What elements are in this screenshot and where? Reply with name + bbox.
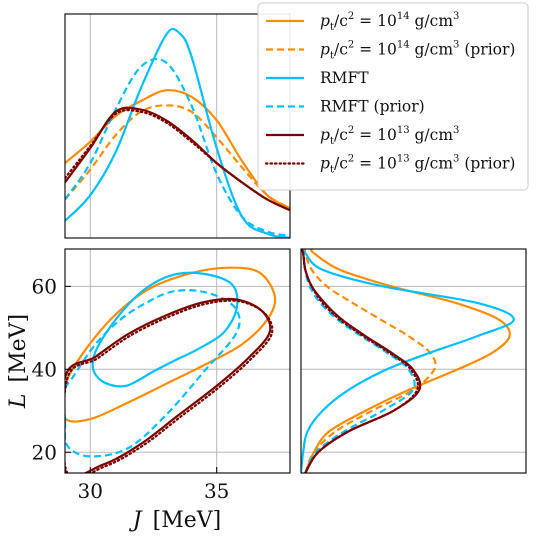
legend-item-rmft_prior: RMFT (prior)	[266, 98, 425, 116]
contour-pt13	[65, 297, 272, 473]
series-right	[301, 249, 515, 473]
legend-item-pt13_prior: pt/c2 = 1013 g/cm3 (prior)	[264, 154, 515, 176]
legend-item-pt14_prior: pt/c2 = 1014 g/cm3 (prior)	[266, 40, 515, 62]
x-tick-label-30: 30	[78, 479, 103, 503]
grid-top	[89, 14, 218, 238]
series-top	[65, 27, 290, 238]
y-tick-label-20: 20	[32, 440, 57, 464]
panel-j-marginal	[64, 13, 291, 239]
j-marginal-curve-rmft	[65, 27, 290, 238]
x-axis-label: J [MeV]	[129, 508, 221, 533]
legend-label-pt14_prior: pt/c2 = 1014 g/cm3 (prior)	[320, 40, 515, 62]
j-marginal-curve-pt14_prior	[65, 104, 290, 210]
legend-item-pt14: pt/c2 = 1014 g/cm3	[266, 11, 459, 33]
legend-frame	[257, 2, 529, 191]
panel-joint: 30 35 20 40 60	[32, 248, 291, 503]
series-joint	[65, 266, 277, 473]
legend-label-pt13_prior: pt/c2 = 1013 g/cm3 (prior)	[320, 154, 515, 176]
l-marginal-curve-pt14	[304, 249, 511, 473]
legend-label-rmft_prior: RMFT (prior)	[320, 98, 425, 116]
legend-label-rmft: RMFT	[320, 69, 369, 87]
ticks-joint: 30 35 20 40 60	[32, 274, 230, 503]
x-tick-label-35: 35	[204, 479, 229, 503]
legend-item-rmft: RMFT	[266, 69, 369, 87]
y-axis-label: L [MeV]	[6, 314, 31, 409]
panel-l-marginal	[300, 248, 527, 474]
j-marginal-curve-pt13_prior	[65, 109, 290, 212]
legend-label-pt14: pt/c2 = 1014 g/cm3	[320, 11, 459, 33]
l-marginal-curve-pt14_prior	[303, 249, 437, 473]
l-marginal-curve-pt13_prior	[301, 249, 420, 473]
contour-rmft	[91, 271, 239, 388]
y-tick-label-60: 60	[32, 274, 57, 298]
legend: pt/c2 = 1014 g/cm3 pt/c2 = 1014 g/cm3 (pr…	[257, 2, 529, 191]
y-tick-label-40: 40	[32, 357, 57, 381]
legend-item-pt13: pt/c2 = 1013 g/cm3	[266, 125, 459, 147]
legend-label-pt13: pt/c2 = 1013 g/cm3	[320, 125, 459, 147]
l-marginal-curve-rmft	[301, 249, 515, 473]
l-marginal-curve-rmft_prior	[301, 249, 416, 473]
